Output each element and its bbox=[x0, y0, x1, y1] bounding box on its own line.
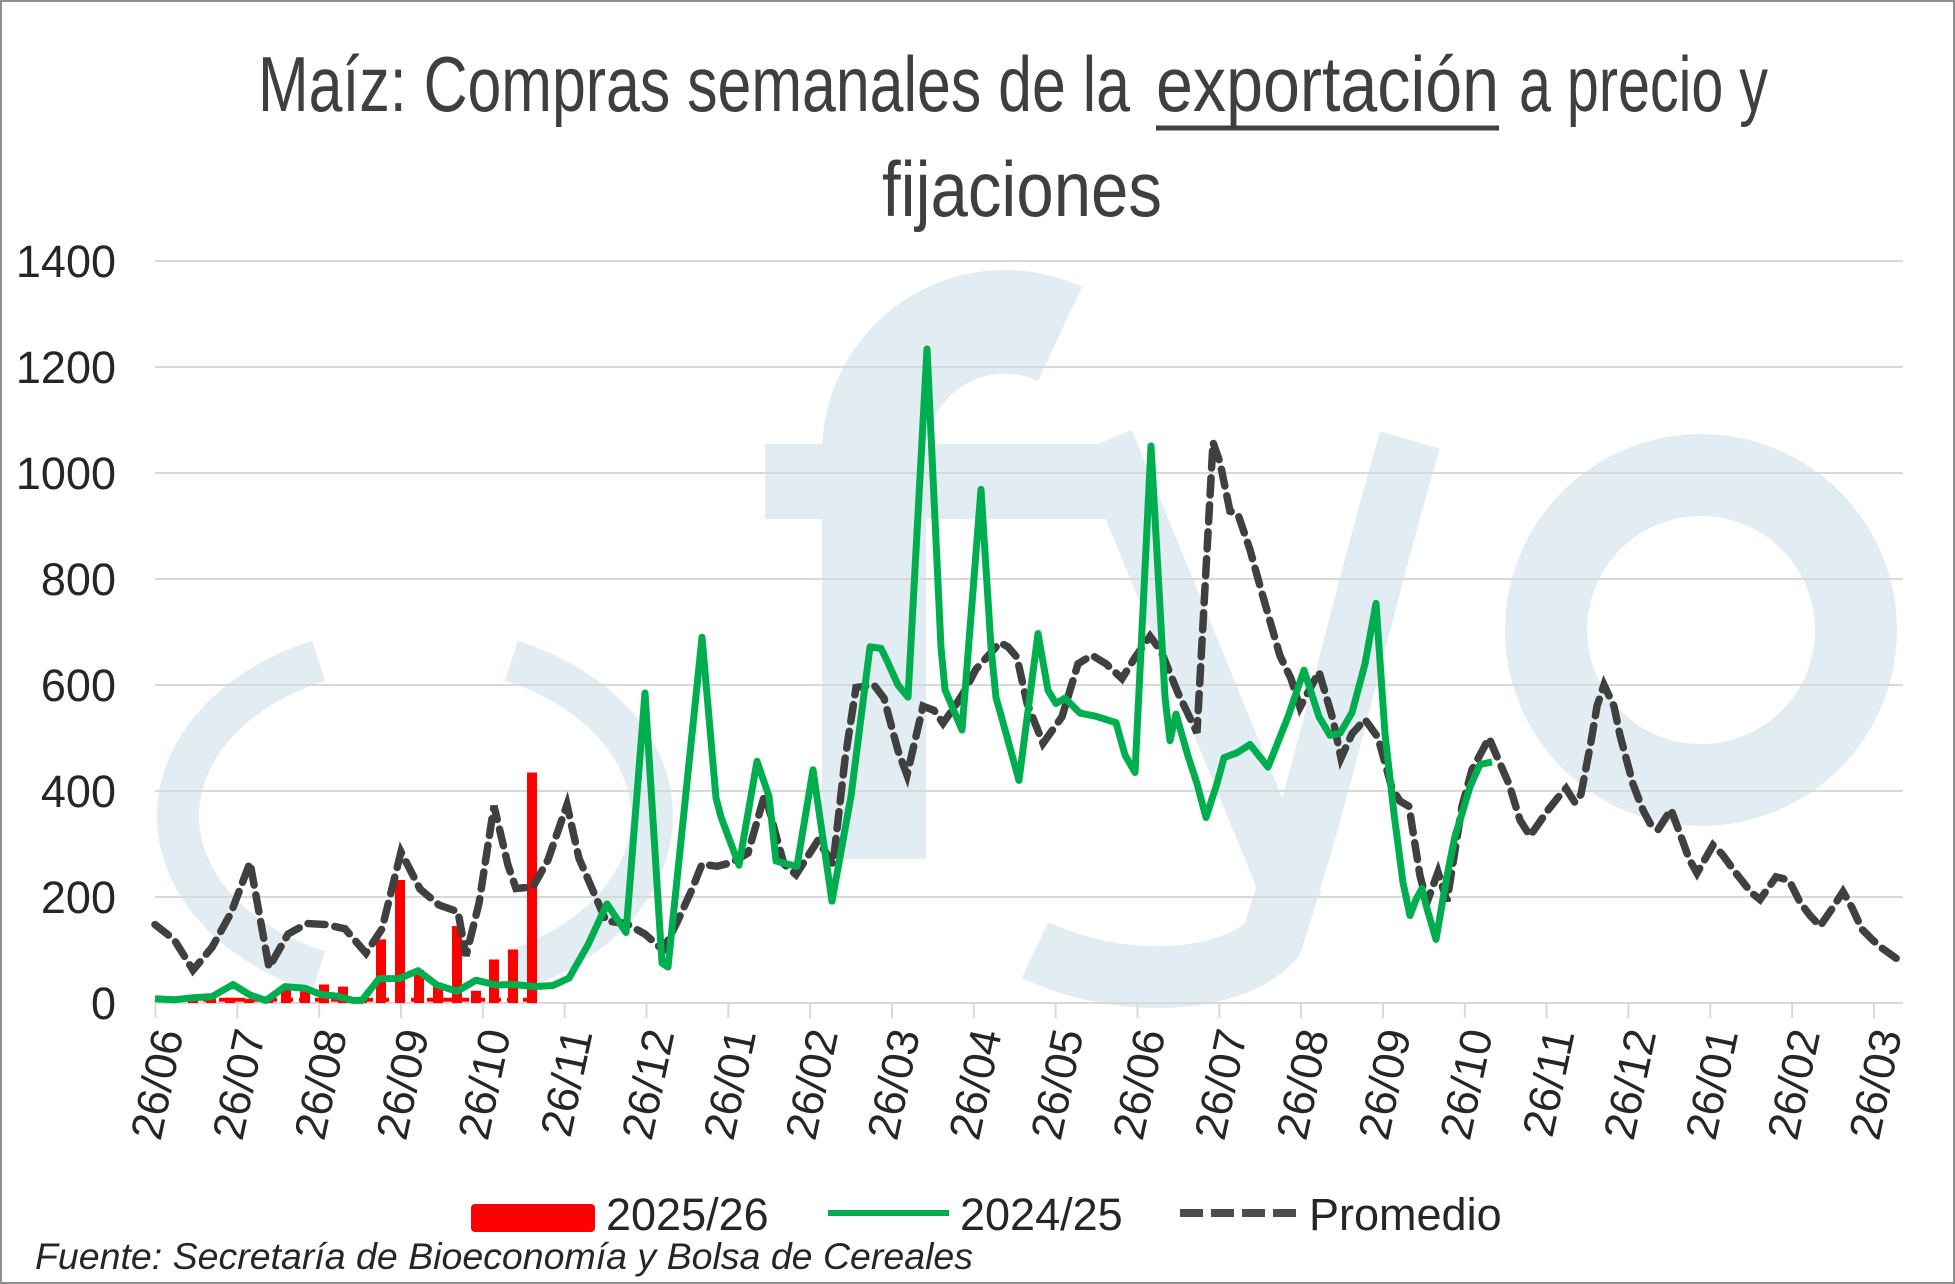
svg-text:1400: 1400 bbox=[16, 236, 116, 287]
svg-text:400: 400 bbox=[41, 766, 116, 817]
svg-text:2025/26: 2025/26 bbox=[606, 1189, 769, 1240]
svg-text:800: 800 bbox=[41, 554, 116, 605]
svg-text:1000: 1000 bbox=[16, 448, 116, 499]
svg-text:Promedio: Promedio bbox=[1309, 1189, 1502, 1240]
svg-text:200: 200 bbox=[41, 872, 116, 923]
svg-text:2024/25: 2024/25 bbox=[960, 1189, 1123, 1240]
svg-text:Fuente: Secretaría de Bioecono: Fuente: Secretaría de Bioeconomía y Bols… bbox=[35, 1235, 973, 1277]
svg-text:1200: 1200 bbox=[16, 342, 116, 393]
svg-text:0: 0 bbox=[91, 978, 116, 1029]
svg-text:fijaciones: fijaciones bbox=[882, 145, 1162, 233]
svg-text:600: 600 bbox=[41, 660, 116, 711]
svg-text:Maíz: Compras semanales de lae: Maíz: Compras semanales de la exportación… bbox=[258, 40, 1768, 128]
